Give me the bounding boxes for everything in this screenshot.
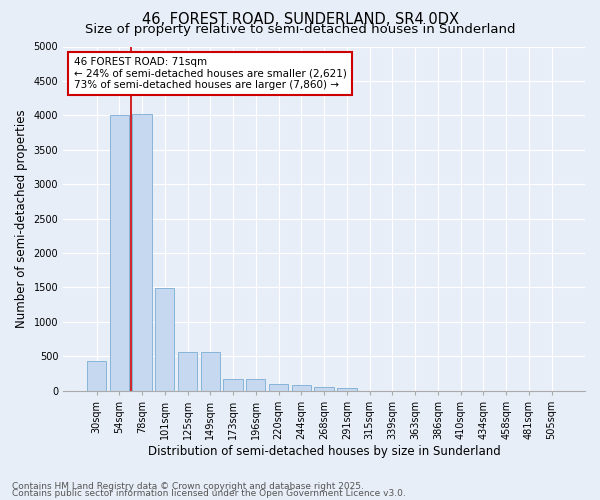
Bar	[246, 378, 265, 390]
Text: 46 FOREST ROAD: 71sqm
← 24% of semi-detached houses are smaller (2,621)
73% of s: 46 FOREST ROAD: 71sqm ← 24% of semi-deta…	[74, 57, 346, 90]
Bar	[292, 386, 311, 390]
Text: 46, FOREST ROAD, SUNDERLAND, SR4 0DX: 46, FOREST ROAD, SUNDERLAND, SR4 0DX	[142, 12, 458, 28]
Bar	[337, 388, 356, 390]
Bar	[155, 288, 175, 390]
Bar	[200, 352, 220, 391]
Bar	[87, 361, 106, 390]
Bar	[223, 378, 243, 390]
Text: Contains HM Land Registry data © Crown copyright and database right 2025.: Contains HM Land Registry data © Crown c…	[12, 482, 364, 491]
Text: Size of property relative to semi-detached houses in Sunderland: Size of property relative to semi-detach…	[85, 22, 515, 36]
Y-axis label: Number of semi-detached properties: Number of semi-detached properties	[15, 109, 28, 328]
Bar	[110, 114, 129, 390]
Bar	[133, 114, 152, 390]
Text: Contains public sector information licensed under the Open Government Licence v3: Contains public sector information licen…	[12, 489, 406, 498]
Bar	[269, 384, 288, 390]
Bar	[178, 352, 197, 391]
Bar	[314, 387, 334, 390]
X-axis label: Distribution of semi-detached houses by size in Sunderland: Distribution of semi-detached houses by …	[148, 444, 500, 458]
